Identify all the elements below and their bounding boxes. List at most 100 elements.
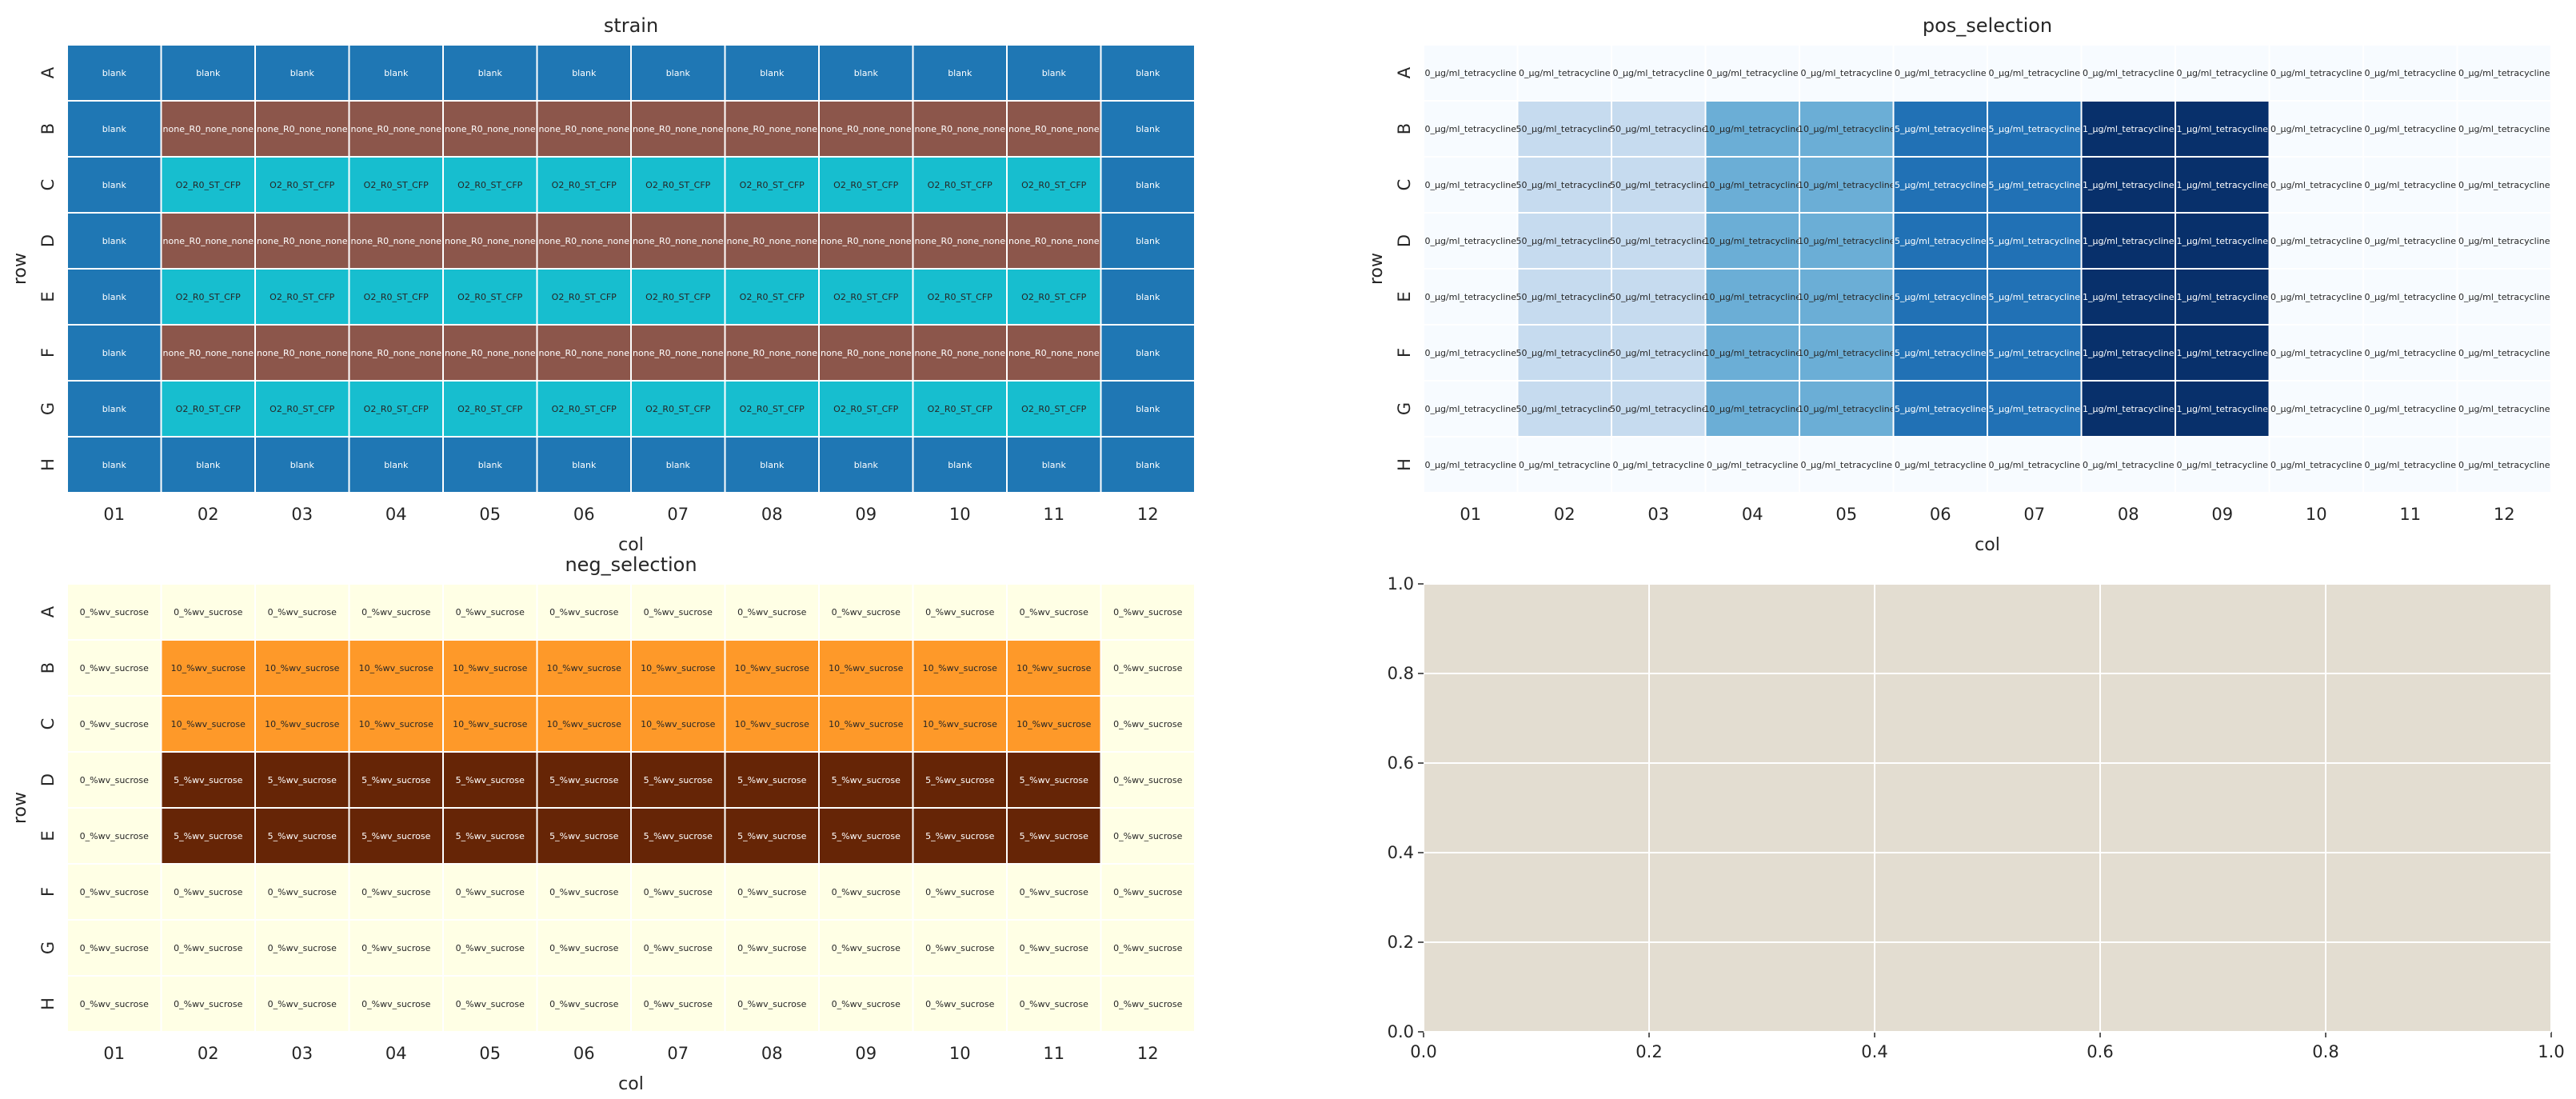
x-tick-label: 06 [1930,505,1951,524]
cell-label: 5_%wv_sucrose [174,831,242,841]
cell-label: 50_μg/ml_tetracycline [1610,236,1707,246]
x-tick-label: 07 [667,1044,689,1063]
cell-label: 5_μg/ml_tetracycline [1988,348,2080,358]
cell-label: 10_%wv_sucrose [1016,663,1091,673]
cell-label: 0_%wv_sucrose [80,607,149,617]
heatmap-cell [1006,919,1102,977]
heatmap-cell [442,807,538,865]
cell-label: 10_%wv_sucrose [735,663,809,673]
cell-label: none_R0_none_none [351,236,442,246]
heatmap-cell [630,156,726,214]
heatmap-cell [1799,380,1895,438]
y-tick-label: 0.0 [1388,1022,1414,1041]
cell-label: 0_μg/ml_tetracycline [1424,180,1516,190]
y-tick-label: C [38,179,58,191]
cell-label: O2_R0_ST_CFP [645,292,711,302]
cell-label: blank [572,460,597,470]
heatmap-cell [442,268,538,326]
heatmap-cell [254,212,350,270]
heatmap-cell [536,751,632,809]
cell-label: 10_%wv_sucrose [829,663,903,673]
cell-label: 5_%wv_sucrose [549,775,618,785]
heatmap-cell [66,324,162,382]
heatmap-cell [912,44,1008,102]
heatmap-cell [1100,156,1196,214]
heatmap-cell [1704,44,1800,102]
heatmap-cell [630,639,726,697]
cell-label: 0_%wv_sucrose [737,999,806,1009]
cell-label: 5_%wv_sucrose [737,831,806,841]
y-tick-label: E [38,830,58,841]
heatmap-cell [1516,156,1612,214]
cell-label: O2_R0_ST_CFP [176,180,242,190]
cell-label: 10_%wv_sucrose [265,719,339,729]
cell-label: 50_μg/ml_tetracycline [1516,124,1613,134]
y-tick-label: F [1395,348,1414,358]
heatmap-cell [1892,44,1988,102]
heatmap-cell [1006,268,1102,326]
cell-label: blank [196,68,221,78]
heatmap-cell [818,863,914,921]
cell-label: none_R0_none_none [821,236,912,246]
cell-label: none_R0_none_none [539,348,630,358]
heatmap-panel-strain: blank blank blank blank blank blank blank blank… [10,14,1196,555]
cell-label: 10_μg/ml_tetracycline [1703,124,1801,134]
cell-label: 1_μg/ml_tetracycline [2083,124,2175,134]
cell-label: 1_μg/ml_tetracycline [2176,236,2268,246]
cell-label: 0_μg/ml_tetracycline [2083,460,2175,470]
cell-label: O2_R0_ST_CFP [928,180,993,190]
cell-label: 50_μg/ml_tetracycline [1516,348,1613,358]
heatmap-cell [1704,268,1800,326]
cell-label: 5_μg/ml_tetracycline [1895,124,1987,134]
x-tick-label: 07 [667,505,689,524]
heatmap-cell [2080,268,2176,326]
cell-label: 10_μg/ml_tetracycline [1798,292,1895,302]
heatmap-cell [536,44,632,102]
cell-label: 0_%wv_sucrose [644,943,713,953]
heatmap-cell [1006,863,1102,921]
heatmap-cell [442,863,538,921]
cell-label: 0_μg/ml_tetracycline [2458,236,2550,246]
cell-label: 0_%wv_sucrose [80,943,149,953]
cell-label: blank [102,292,127,302]
cell-label: 50_μg/ml_tetracycline [1610,348,1707,358]
cell-label: none_R0_none_none [633,236,724,246]
heatmap-cell [254,156,350,214]
cell-label: 1_μg/ml_tetracycline [2176,180,2268,190]
cell-label: 0_%wv_sucrose [174,607,242,617]
cell-label: 0_μg/ml_tetracycline [1612,460,1704,470]
heatmap-cell [1100,324,1196,382]
cell-label: blank [478,68,503,78]
cell-label: O2_R0_ST_CFP [457,292,523,302]
heatmap-cell [1516,212,1612,270]
y-tick-label: 0.8 [1388,664,1414,683]
cell-label: 10_%wv_sucrose [735,719,809,729]
cell-label: 10_μg/ml_tetracycline [1703,180,1801,190]
cell-label: blank [102,180,127,190]
cell-label: 0_μg/ml_tetracycline [2270,404,2362,414]
heatmap-cell [1987,268,2083,326]
heatmap-cell [66,919,162,977]
heatmap-cell [2175,44,2270,102]
cell-label: 10_%wv_sucrose [171,663,246,673]
cell-label: O2_R0_ST_CFP [740,292,805,302]
cell-label: 5_%wv_sucrose [456,775,525,785]
cell-label: blank [102,348,127,358]
cell-label: 5_μg/ml_tetracycline [1895,236,1987,246]
y-axis-label: row [10,792,30,824]
x-tick-label: 01 [103,505,125,524]
cell-label: blank [102,124,127,134]
cell-label: 1_μg/ml_tetracycline [2176,404,2268,414]
cell-label: 5_%wv_sucrose [925,831,994,841]
heatmap-cell [1987,156,2083,214]
heatmap-cell [442,100,538,158]
heatmap-cell [2456,212,2552,270]
cell-label: 10_μg/ml_tetracycline [1798,348,1895,358]
cell-label: 0_μg/ml_tetracycline [2364,236,2456,246]
cell-label: blank [854,68,879,78]
x-tick-label: 05 [1835,505,1857,524]
y-tick-label: H [38,458,58,471]
heatmap-cell [66,695,162,753]
x-tick-label: 12 [1137,1044,1159,1063]
heatmap-cell [2175,436,2270,494]
